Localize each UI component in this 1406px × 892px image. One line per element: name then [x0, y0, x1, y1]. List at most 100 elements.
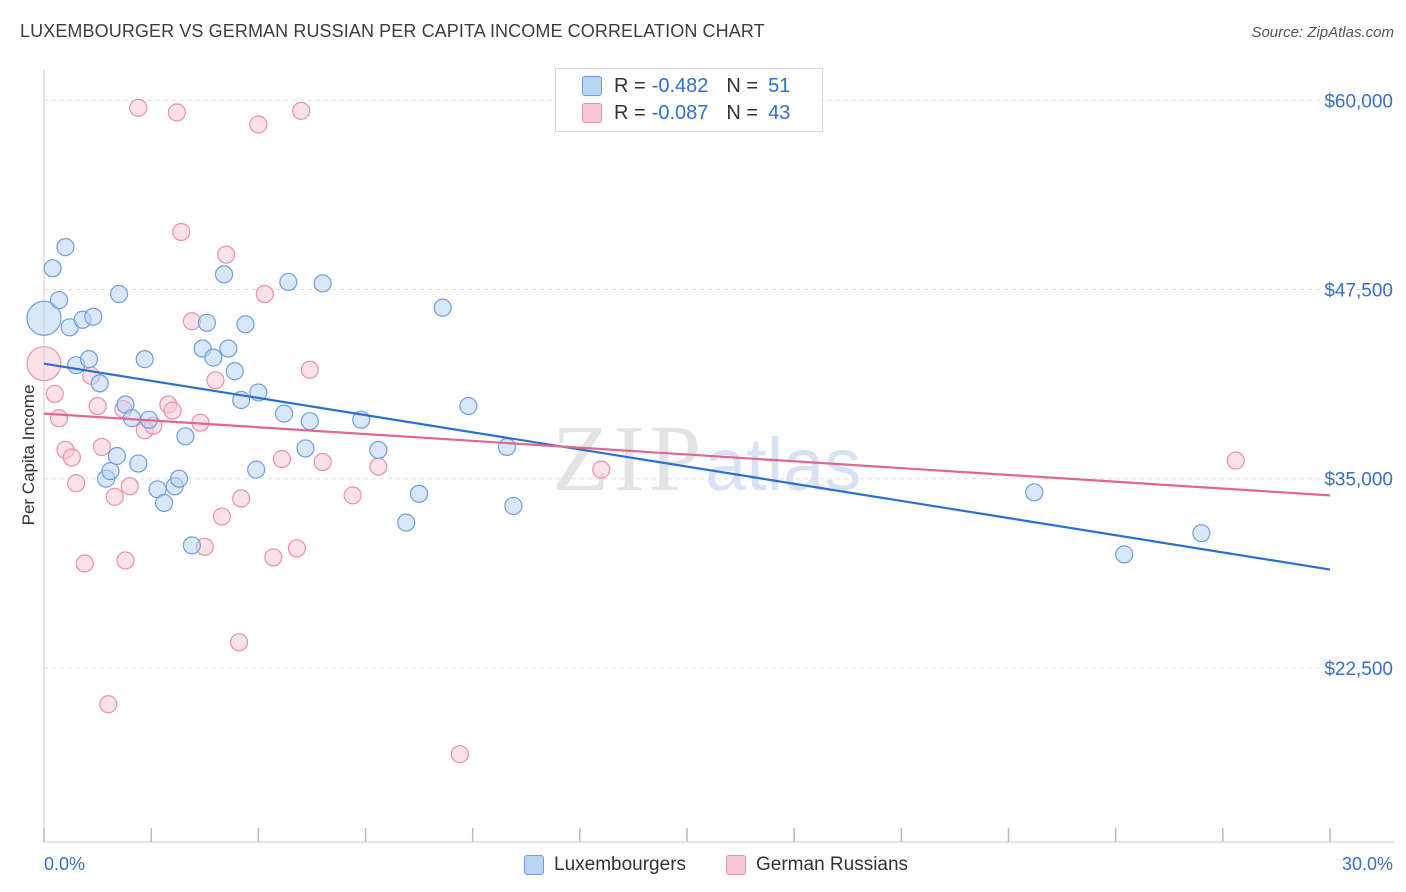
legend-r-value: -0.087 [651, 101, 709, 124]
bottom-legend-luxembourgers: Luxembourgers [524, 852, 686, 878]
german-russians-point [99, 695, 118, 714]
luxembourgers-point [43, 259, 62, 278]
german-russians-point [369, 457, 388, 476]
axes [43, 70, 1394, 843]
german-russians-point [120, 477, 139, 496]
german-russians-point [167, 103, 186, 122]
german-russians-point [105, 487, 124, 506]
german-russians-points [26, 98, 1245, 764]
luxembourgers-point [26, 300, 62, 336]
german-russians-point [264, 548, 283, 567]
luxembourgers-point [409, 484, 429, 503]
legend-swatch-blue [524, 855, 544, 875]
luxembourgers-point [197, 313, 216, 332]
legend-n-label: N = [726, 74, 759, 97]
legend-series-name: Luxembourgers [554, 854, 687, 875]
luxembourgers-point [247, 460, 266, 479]
gridlines [44, 99, 1394, 669]
legend-series-name: German Russians [756, 854, 909, 875]
luxembourgers-point [459, 396, 478, 416]
luxembourgers-point [135, 350, 154, 369]
legend-r-value: -0.482 [651, 74, 709, 97]
luxembourgers-point [214, 265, 234, 284]
luxembourgers-point [1192, 524, 1211, 543]
luxembourgers-point [107, 446, 126, 466]
german-russians-point [292, 101, 311, 120]
legend-row-luxembourgers: R = -0.482 N = 51 [582, 73, 790, 99]
german-russians-point [229, 633, 249, 652]
german-russians-point [182, 312, 201, 331]
luxembourgers-point [369, 440, 388, 460]
luxembourgers-point [300, 412, 319, 431]
legend-row-german-russians: R = -0.087 N = 43 [582, 100, 790, 126]
german-russians-point [206, 371, 225, 390]
luxembourgers-point [433, 298, 452, 317]
german-russians-point [255, 284, 274, 304]
luxembourgers-point [84, 307, 103, 326]
luxembourgers-point [90, 374, 109, 393]
german-russians-point [592, 460, 611, 479]
legend-swatch-pink [582, 103, 602, 123]
luxembourgers-point [56, 238, 75, 257]
watermark-zip: ZIP [552, 407, 705, 511]
x-tick-label: 30.0% [1342, 854, 1393, 874]
luxembourgers-trend-line [43, 362, 1331, 571]
y-tick-label: $47,500 [1324, 280, 1393, 301]
luxembourgers-point [274, 404, 294, 423]
luxembourgers-point [154, 493, 174, 513]
luxembourgers-point [109, 284, 129, 304]
y-tick-labels: $22,500 $35,000 $47,500 $60,000 [1324, 91, 1393, 680]
german-russians-point [249, 115, 268, 134]
german-russians-point [163, 401, 182, 420]
luxembourgers-point [129, 454, 148, 473]
german-russians-point [45, 384, 64, 404]
german-russians-point [272, 449, 292, 469]
german-russians-point [62, 448, 81, 467]
luxembourgers-points [26, 238, 1211, 564]
german-russians-trend-line [43, 412, 1331, 497]
german-russians-point [217, 245, 236, 264]
y-tick-label: $35,000 [1324, 470, 1393, 491]
y-tick-label: $60,000 [1324, 91, 1393, 112]
stats-legend: R = -0.482 N = 51 R = -0.087 N = 43 [555, 68, 823, 132]
luxembourgers-point [169, 469, 189, 488]
legend-n-value: 43 [768, 101, 791, 124]
luxembourgers-point [1115, 545, 1134, 564]
trend-lines [43, 362, 1331, 571]
legend-r-label: R = [614, 101, 646, 124]
bottom-legend-german-russians: German Russians [726, 852, 908, 878]
german-russians-point [129, 98, 148, 117]
y-tick-label: $22,500 [1324, 659, 1393, 680]
german-russians-point [88, 396, 107, 416]
german-russians-point [92, 437, 111, 457]
luxembourgers-point [176, 427, 195, 446]
luxembourgers-point [397, 513, 416, 532]
legend-r-label: R = [614, 74, 646, 97]
german-russians-point [172, 222, 191, 242]
german-russians-point [49, 409, 69, 428]
german-russians-point [232, 489, 251, 508]
luxembourgers-point [279, 272, 298, 292]
legend-swatch-pink [726, 855, 746, 875]
luxembourgers-point [497, 437, 517, 457]
german-russians-point [343, 486, 362, 505]
x-tick-labels: 0.0% 30.0% [44, 854, 1393, 874]
luxembourgers-point [504, 496, 523, 516]
german-russians-point [450, 745, 469, 764]
luxembourgers-point [236, 315, 255, 334]
luxembourgers-point [101, 462, 120, 481]
luxembourgers-point [296, 439, 315, 458]
luxembourgers-point [182, 536, 201, 555]
legend-swatch-blue [582, 76, 602, 96]
german-russians-point [116, 551, 135, 570]
source-label: Source: ZipAtlas.com [1251, 24, 1394, 41]
luxembourgers-point [49, 290, 69, 310]
german-russians-point [212, 507, 231, 526]
german-russians-point [300, 360, 319, 379]
luxembourgers-point [313, 274, 332, 293]
legend-n-value: 51 [768, 74, 791, 97]
y-axis-title: Per Capita Income [19, 385, 38, 526]
german-russians-point [75, 554, 94, 573]
legend-n-label: N = [726, 101, 759, 124]
